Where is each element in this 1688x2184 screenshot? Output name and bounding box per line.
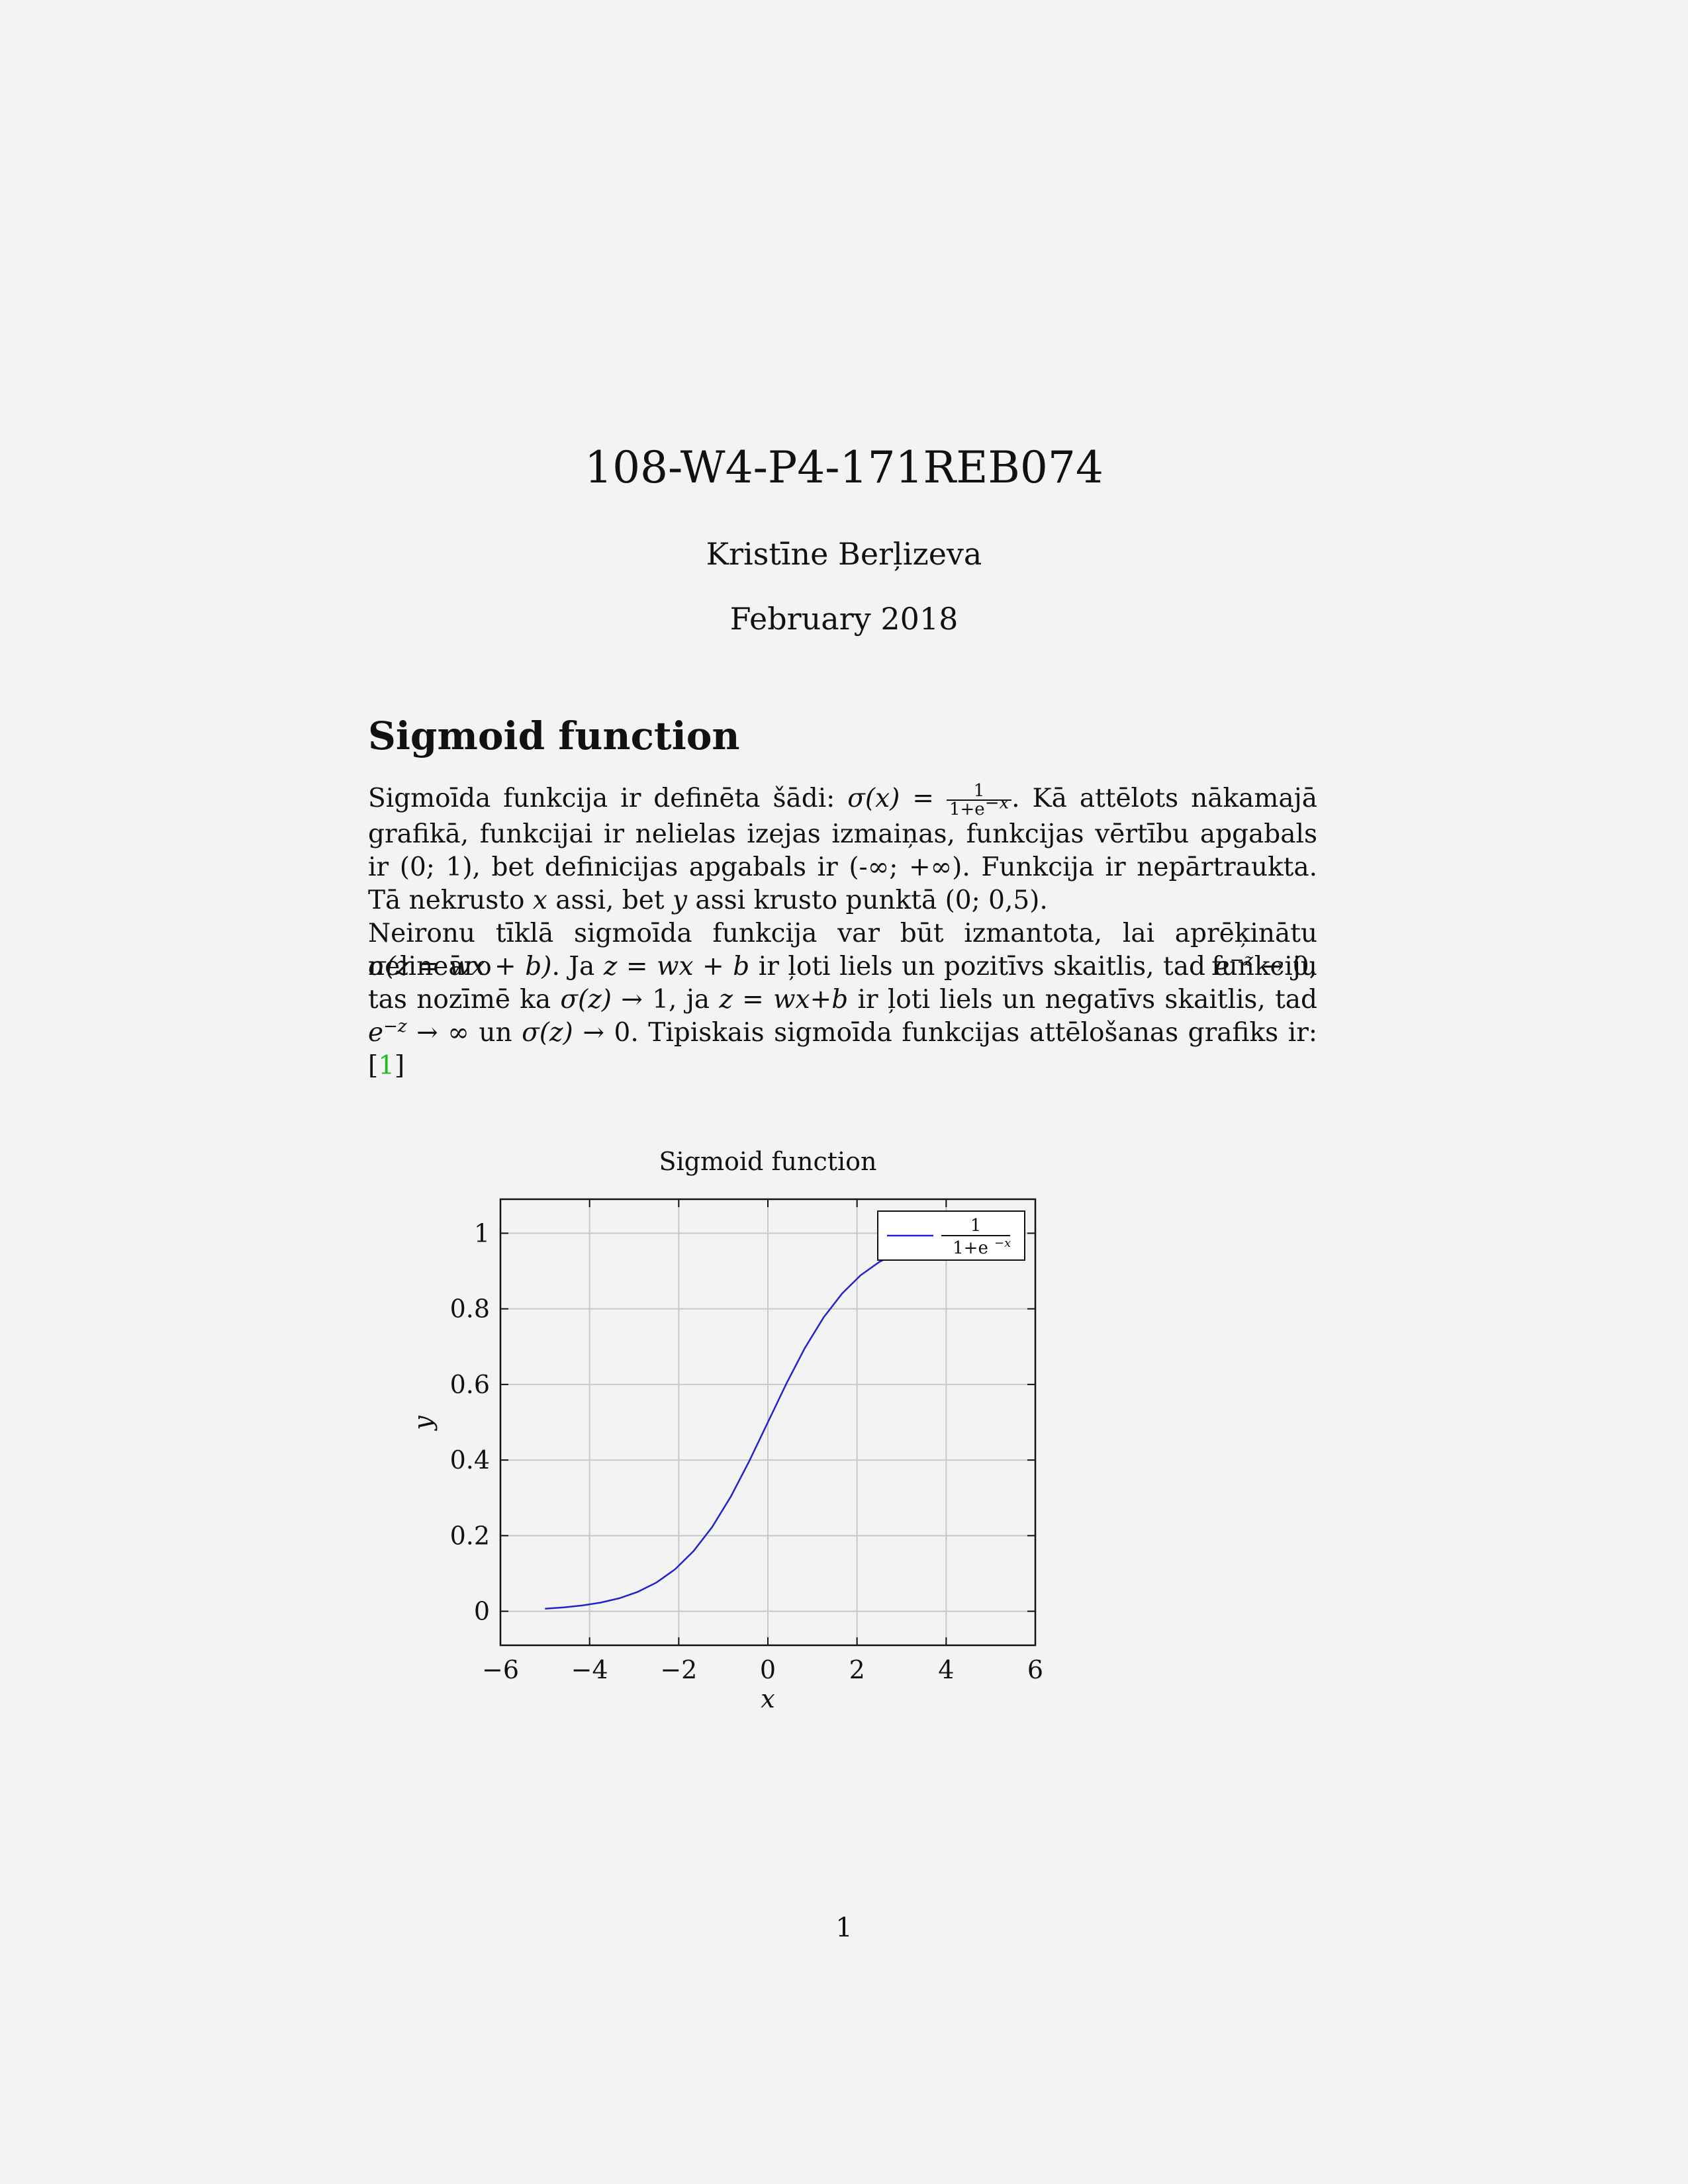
x-tick-label: −4 [571,1655,608,1684]
page-number: 1 [835,1913,853,1943]
x-tick-label: −6 [482,1655,519,1684]
text-run: → 0. Tipiskais sigmoīda funkcijas attēlo… [368,1018,1317,1081]
citation-link[interactable]: 1 [378,1051,395,1081]
legend-numerator: 1 [970,1216,982,1236]
text-run: . Ja [551,952,604,981]
fraction-denominator: 1+e−x [947,794,1011,819]
x-tick-label: 0 [760,1655,776,1684]
chart-legend: 11+e −x [877,1210,1025,1261]
chart-ticks: −6 −4 −2 0 2 4 6 0 0.2 0.4 0.6 0.8 1 [450,1199,1043,1684]
x-tick-label: 6 [1027,1655,1043,1684]
math-run: σ(z) [560,985,612,1015]
math-run: σ(z = wx + b) [368,952,552,981]
legend-denominator: 1+e [953,1238,988,1258]
text-run: Sigmoīda funkcija ir definēta šādi: [368,784,848,813]
text-run: → 1, ja [611,985,720,1015]
text-run: → 0, tas nozīmē ka [368,952,1318,1015]
text-run: . Kā attēlots nākamajā grafikā, funkcija… [368,784,1317,915]
section-title: Sigmoid function [368,713,740,758]
den-exponent: −x [984,793,1009,813]
math-exponent: −z [383,1017,407,1036]
math-x: x [532,886,547,915]
math-run: z = wx+b [719,985,849,1015]
text-run: ir ļoti liels un negatīvs skaitlis, tad [848,985,1317,1015]
x-tick-label: 4 [938,1655,954,1684]
math-y: y [672,886,687,915]
text-run: assi krusto punktā (0; 0,5). [686,886,1048,915]
math-run: σ(z) [522,1018,573,1048]
paragraph-1: Sigmoīda funkcija ir definēta šādi: σ(x)… [368,782,1317,917]
legend-box [877,1210,1025,1261]
chart-title: Sigmoid function [659,1147,876,1176]
math-sigma: σ(x) = [847,784,947,813]
legend-exponent: −x [994,1236,1011,1250]
y-tick-label: 1 [474,1218,490,1248]
den-base: 1+e [949,799,985,819]
document-date: February 2018 [729,601,959,637]
y-axis-label: y [408,1416,438,1432]
math-e: e [1214,952,1230,981]
x-axis-label: x [761,1684,774,1713]
x-tick-label: −2 [660,1655,697,1684]
y-tick-label: 0.2 [450,1521,490,1550]
series-line [545,1234,991,1610]
y-tick-label: 0.4 [450,1445,490,1475]
fraction: 1 1+e−x [946,782,1012,819]
author-name: Kristīne Berļizeva [706,536,982,572]
math-run: z = wx + b [603,952,750,981]
plot-frame [499,1198,1037,1647]
x-tick-label: 2 [849,1655,865,1684]
text-run: assi, bet [547,886,673,915]
body-text: Sigmoīda funkcija ir definēta šādi: σ(x)… [368,782,1317,1083]
paragraph-2: Neironu tīklā sigmoīda funkcija var būt … [368,919,1317,981]
fraction-numerator: 1 [946,782,1012,801]
math-e: e [368,1018,384,1048]
document-title: 108-W4-P4-171REB074 [585,442,1103,493]
text-run: → ∞ un [406,1018,522,1048]
text-run: ] [395,1051,405,1081]
y-tick-label: 0.6 [450,1370,490,1399]
math-exponent: −z [1229,950,1254,970]
y-tick-label: 0 [474,1597,490,1626]
chart-grid [500,1199,1036,1645]
y-tick-label: 0.8 [450,1295,490,1324]
text-run: ir ļoti liels un pozitīvs skaitlis, tad [749,952,1215,981]
paragraph-3: σ(z = wx + b). Ja z = wx + b ir ļoti lie… [368,950,1317,1083]
